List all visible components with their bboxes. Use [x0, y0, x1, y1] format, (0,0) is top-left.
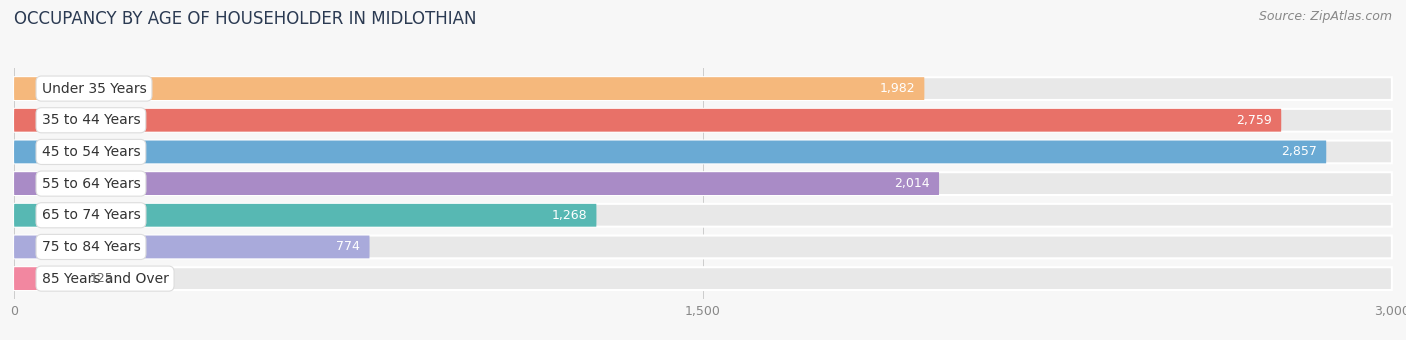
- Text: 2,014: 2,014: [894, 177, 929, 190]
- FancyBboxPatch shape: [14, 109, 1392, 132]
- Text: Source: ZipAtlas.com: Source: ZipAtlas.com: [1258, 10, 1392, 23]
- Text: 1,982: 1,982: [880, 82, 915, 95]
- FancyBboxPatch shape: [14, 204, 596, 227]
- FancyBboxPatch shape: [14, 140, 1392, 163]
- FancyBboxPatch shape: [14, 109, 1281, 132]
- Text: 774: 774: [336, 240, 360, 253]
- Text: 65 to 74 Years: 65 to 74 Years: [42, 208, 141, 222]
- FancyBboxPatch shape: [14, 77, 1392, 100]
- FancyBboxPatch shape: [14, 267, 1392, 290]
- FancyBboxPatch shape: [14, 172, 939, 195]
- Text: 75 to 84 Years: 75 to 84 Years: [42, 240, 141, 254]
- Text: OCCUPANCY BY AGE OF HOUSEHOLDER IN MIDLOTHIAN: OCCUPANCY BY AGE OF HOUSEHOLDER IN MIDLO…: [14, 10, 477, 28]
- Text: 35 to 44 Years: 35 to 44 Years: [42, 113, 141, 127]
- Text: 125: 125: [90, 272, 114, 285]
- Text: 45 to 54 Years: 45 to 54 Years: [42, 145, 141, 159]
- Text: 1,268: 1,268: [551, 209, 588, 222]
- FancyBboxPatch shape: [14, 236, 370, 258]
- Text: 2,759: 2,759: [1236, 114, 1272, 127]
- Text: 55 to 64 Years: 55 to 64 Years: [42, 176, 141, 191]
- FancyBboxPatch shape: [14, 236, 1392, 258]
- FancyBboxPatch shape: [14, 77, 924, 100]
- FancyBboxPatch shape: [14, 204, 1392, 227]
- FancyBboxPatch shape: [14, 172, 1392, 195]
- Text: 85 Years and Over: 85 Years and Over: [42, 272, 169, 286]
- Text: 2,857: 2,857: [1281, 146, 1317, 158]
- Text: Under 35 Years: Under 35 Years: [42, 82, 146, 96]
- FancyBboxPatch shape: [14, 140, 1326, 163]
- FancyBboxPatch shape: [14, 267, 72, 290]
